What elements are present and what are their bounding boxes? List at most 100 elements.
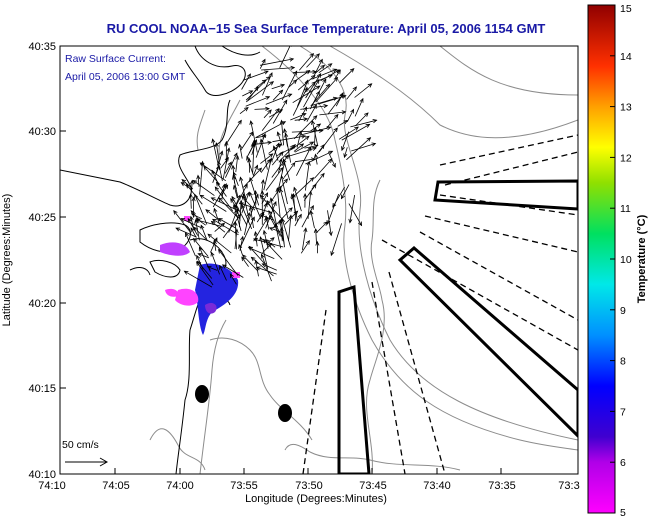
current-vector xyxy=(268,210,284,240)
current-vector xyxy=(242,167,262,188)
current-vector xyxy=(265,216,270,230)
current-vector-head xyxy=(320,64,326,70)
colorbar-tick-label: 12 xyxy=(620,152,632,164)
current-vector xyxy=(248,247,275,259)
current-vector-head xyxy=(212,239,217,245)
current-vector xyxy=(341,124,370,141)
current-vector xyxy=(248,246,265,264)
current-vector-head xyxy=(213,207,218,213)
current-vector-head xyxy=(268,157,273,163)
current-vector-head xyxy=(276,131,281,137)
current-vector-head xyxy=(293,70,298,76)
current-vector-head xyxy=(232,184,237,190)
current-vector xyxy=(238,244,243,255)
current-vector xyxy=(292,71,317,73)
current-vector-head xyxy=(254,164,259,170)
current-vector xyxy=(327,193,340,225)
current-vector xyxy=(260,214,275,221)
current-vector-head xyxy=(293,210,299,216)
current-vector-head xyxy=(248,205,253,211)
current-vector-head xyxy=(239,176,244,182)
current-vector-head xyxy=(234,228,239,234)
current-vector xyxy=(300,240,310,254)
current-vector xyxy=(239,144,243,159)
current-vector-head xyxy=(330,251,335,257)
current-vector-head xyxy=(257,167,263,173)
current-vector-head xyxy=(289,146,295,151)
current-vector-head xyxy=(211,138,216,144)
radar-coverage-polygons xyxy=(302,134,578,474)
current-vector xyxy=(315,229,317,244)
current-vector-head xyxy=(221,264,227,269)
current-vector xyxy=(314,158,333,179)
current-vector xyxy=(253,165,258,175)
x-tick-label: 73:3 xyxy=(558,480,579,492)
colorbar-label: Temperature (°C) xyxy=(636,214,648,303)
current-vector xyxy=(318,74,333,81)
current-vector xyxy=(355,112,369,127)
current-vector xyxy=(211,252,220,275)
current-vector-head xyxy=(298,130,303,136)
current-vector-head xyxy=(173,209,178,215)
y-tick-label: 40:20 xyxy=(28,298,56,310)
current-vector xyxy=(239,107,249,115)
current-vector-head xyxy=(232,171,237,177)
current-vector xyxy=(334,69,341,79)
current-vector xyxy=(270,198,278,226)
colorbar-tick-label: 10 xyxy=(620,254,632,266)
current-vector-head xyxy=(332,202,337,208)
current-vector xyxy=(180,218,202,229)
current-vector-head xyxy=(280,83,286,88)
current-vector xyxy=(255,121,286,138)
current-vector xyxy=(242,70,269,81)
current-vector xyxy=(270,186,282,202)
y-axis-ticks: 40:35 40:30 40:25 40:20 40:15 40:10 xyxy=(28,41,56,481)
current-vector-head xyxy=(350,108,355,114)
current-vector xyxy=(260,159,271,173)
current-vector-head xyxy=(200,224,205,230)
current-vector xyxy=(173,210,192,234)
current-vector-head xyxy=(354,126,359,131)
current-vector-head xyxy=(303,117,309,122)
current-vector-head xyxy=(348,218,353,224)
current-vector-head xyxy=(195,218,201,223)
current-vector-head xyxy=(260,253,265,259)
plot-frame xyxy=(59,45,579,475)
current-vector xyxy=(296,146,312,176)
current-vector xyxy=(193,238,209,257)
current-vector-head xyxy=(224,184,229,190)
current-vector-head xyxy=(254,259,259,265)
current-vector xyxy=(216,182,227,197)
current-vector xyxy=(293,115,318,140)
current-vector xyxy=(196,261,214,286)
current-vector xyxy=(278,159,282,174)
current-vector-head xyxy=(183,270,189,275)
current-vector-head xyxy=(196,174,201,180)
current-vector xyxy=(263,158,272,191)
current-vector-head xyxy=(322,78,327,84)
current-vector-head xyxy=(267,140,273,145)
y-tick-label: 40:30 xyxy=(28,126,56,138)
current-vector xyxy=(233,172,239,187)
current-vector xyxy=(241,192,250,214)
current-vector-head xyxy=(247,157,252,163)
current-vector-head xyxy=(264,192,269,198)
current-vector-head xyxy=(189,215,194,221)
current-vector-head xyxy=(233,152,238,158)
current-vector-head xyxy=(309,204,314,210)
x-tick-label: 74:05 xyxy=(102,480,130,492)
current-vector-head xyxy=(331,163,336,168)
y-tick-label: 40:35 xyxy=(28,41,56,53)
current-vector xyxy=(199,194,227,212)
current-vector-head xyxy=(259,214,265,219)
current-vector-head xyxy=(253,190,258,195)
current-vector xyxy=(242,254,259,272)
current-vector xyxy=(354,83,372,98)
current-vector-head xyxy=(180,218,186,222)
current-vector xyxy=(255,260,259,277)
current-vector-head xyxy=(349,68,355,73)
current-vector xyxy=(200,225,208,241)
current-vector xyxy=(222,148,230,180)
bathymetry-contours xyxy=(149,46,578,474)
current-vector xyxy=(260,153,273,164)
